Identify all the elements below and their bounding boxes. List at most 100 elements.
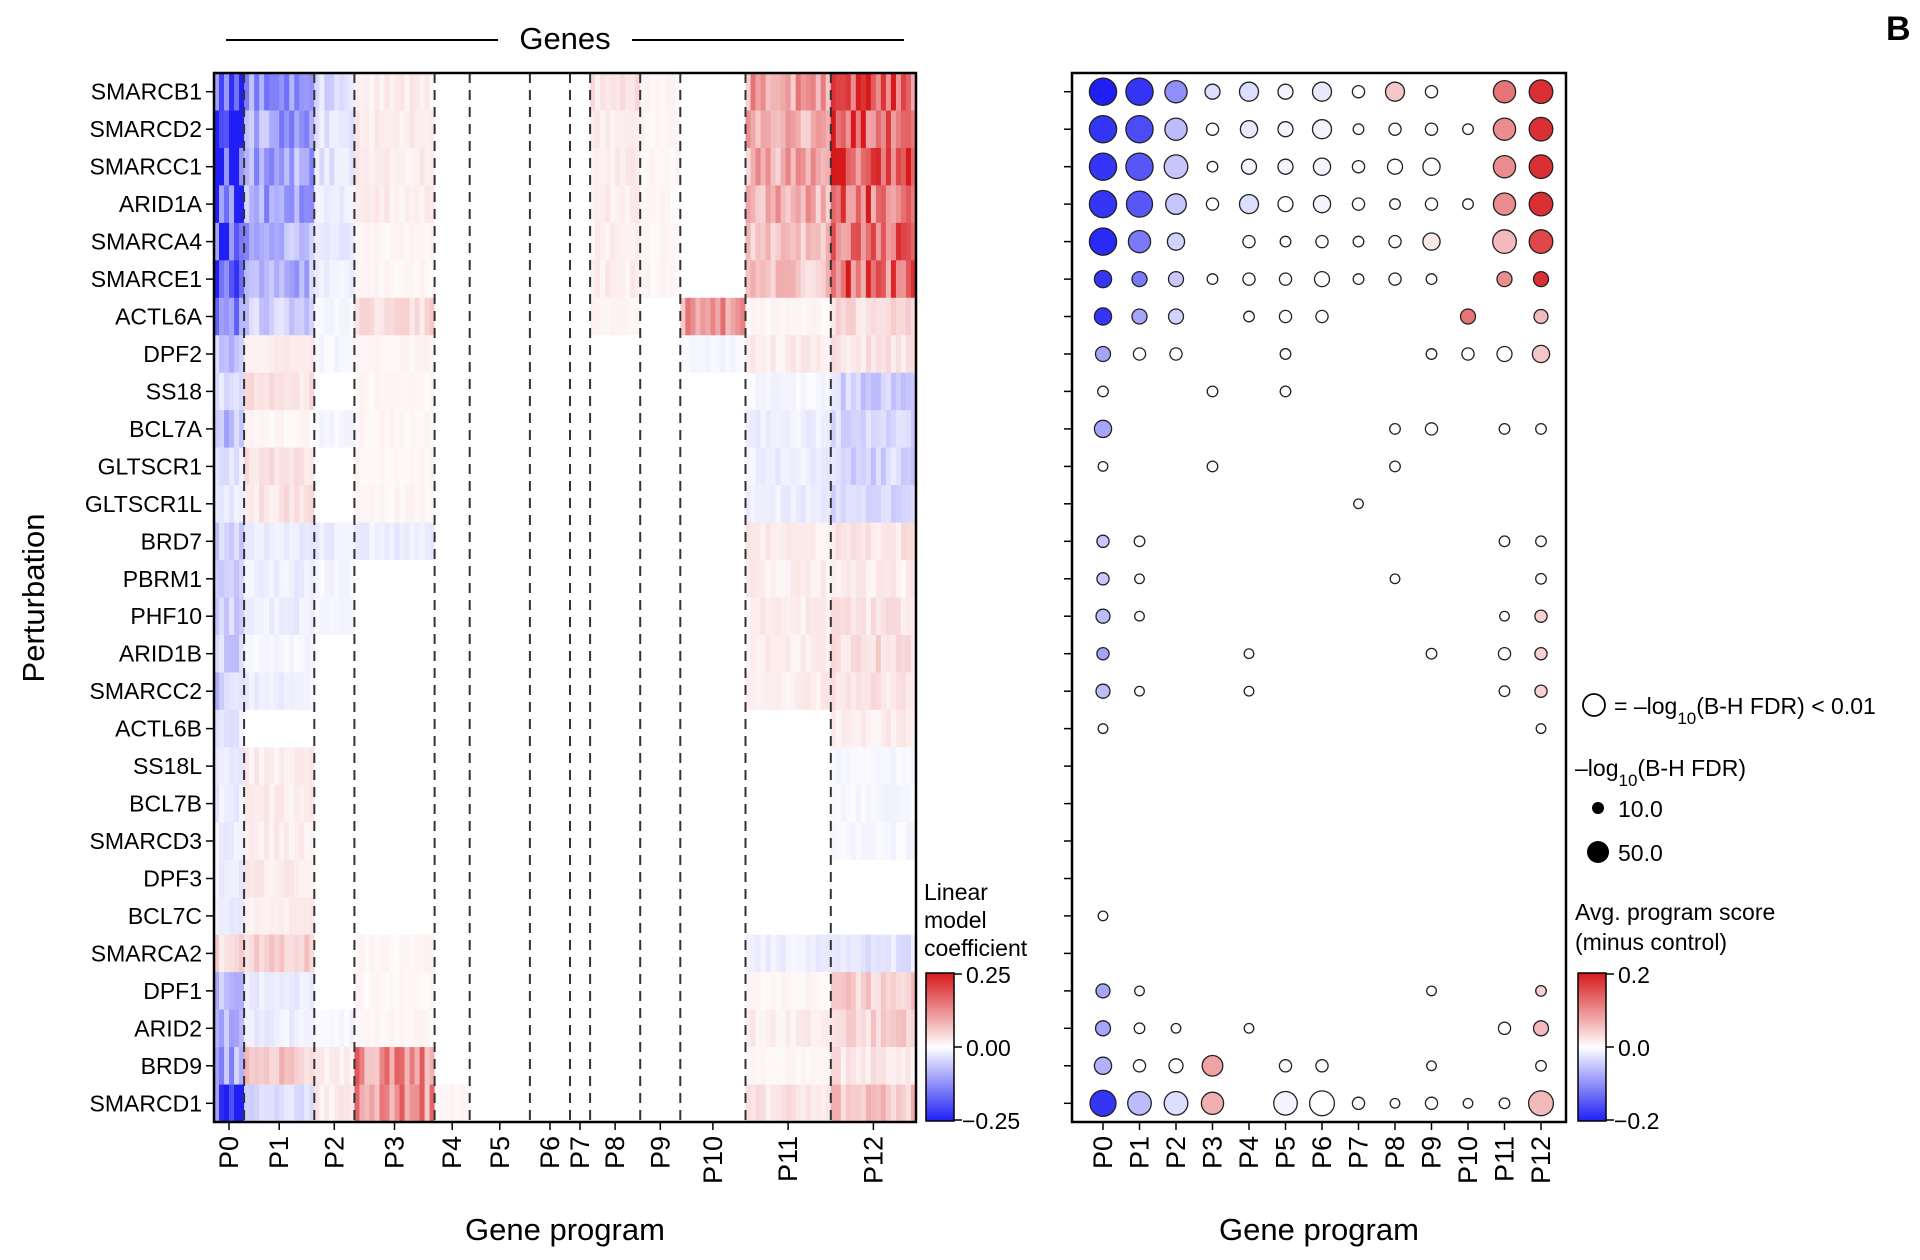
heatmap-cell xyxy=(700,560,706,598)
heatmap-cell xyxy=(354,485,360,523)
heatmap-cell xyxy=(620,1084,626,1123)
heatmap-cell xyxy=(524,410,531,449)
heatmap-cell xyxy=(299,297,305,336)
heatmap-cell xyxy=(765,747,771,786)
heatmap-cell xyxy=(349,447,355,486)
heatmap-cell xyxy=(509,897,516,936)
heatmap-cell xyxy=(635,372,641,411)
heatmap-cell xyxy=(234,297,240,336)
heatmap-cell xyxy=(820,73,827,111)
heatmap-cell xyxy=(379,972,385,1010)
heatmap-cell xyxy=(449,972,456,1010)
dotplot-dot xyxy=(1168,1058,1184,1074)
heatmap-cell xyxy=(539,972,546,1010)
heatmap-cell xyxy=(740,1009,746,1048)
dotplot-dot xyxy=(1206,273,1219,286)
heatmap-cell xyxy=(459,372,466,411)
heatmap-cell xyxy=(514,485,521,523)
heatmap-cell xyxy=(414,1047,420,1085)
heatmap-cell xyxy=(590,73,596,111)
heatmap-cell xyxy=(394,784,400,823)
heatmap-cell xyxy=(249,709,255,748)
heatmap-cell xyxy=(670,560,676,598)
heatmap-cell xyxy=(519,297,526,336)
heatmap-cell xyxy=(229,1047,235,1085)
heatmap-cell xyxy=(274,709,280,748)
heatmap-cell xyxy=(544,147,551,186)
dotplot-dot xyxy=(1206,460,1219,473)
heatmap-cell xyxy=(610,859,616,898)
heatmap-cell xyxy=(790,297,797,336)
heatmap-column-label: P12 xyxy=(858,1136,888,1184)
heatmap-cell xyxy=(900,447,907,486)
heatmap-cell xyxy=(665,784,671,823)
heatmap-cell xyxy=(755,485,761,523)
heatmap-cell xyxy=(675,822,681,861)
heatmap-cell xyxy=(449,335,456,374)
heatmap-cell xyxy=(234,447,240,486)
heatmap-colorbar-tick-label-bottom: −0.25 xyxy=(962,1108,1020,1134)
heatmap-cell xyxy=(269,73,275,111)
heatmap-cell xyxy=(830,522,837,561)
heatmap-cell xyxy=(239,897,245,936)
heatmap-cell xyxy=(785,747,792,786)
heatmap-cell xyxy=(369,260,375,299)
heatmap-cell xyxy=(424,297,431,336)
heatmap-cell xyxy=(269,972,275,1010)
heatmap-cell xyxy=(349,672,355,711)
heatmap-cell xyxy=(454,897,461,936)
heatmap-cell xyxy=(559,859,566,898)
heatmap-cell xyxy=(630,485,636,523)
heatmap-cell xyxy=(409,185,415,224)
heatmap-cell xyxy=(675,335,681,374)
heatmap-cell xyxy=(630,185,636,224)
dotplot-dot xyxy=(1315,1059,1329,1073)
heatmap-cell xyxy=(554,485,561,523)
heatmap-cell xyxy=(274,485,280,523)
heatmap-cell xyxy=(269,110,275,149)
heatmap-cell xyxy=(509,73,516,111)
heatmap-cell xyxy=(565,185,571,224)
heatmap-cell xyxy=(224,335,230,374)
heatmap-cell xyxy=(880,1084,887,1123)
heatmap-cell xyxy=(785,972,792,1010)
heatmap-cell xyxy=(539,522,546,561)
heatmap-cell xyxy=(399,73,405,111)
heatmap-cell xyxy=(755,1047,761,1085)
heatmap-cell xyxy=(595,1047,601,1085)
heatmap-cell xyxy=(459,485,466,523)
heatmap-cell xyxy=(429,709,436,748)
heatmap-cell xyxy=(595,222,601,261)
heatmap-cell xyxy=(880,447,887,486)
heatmap-cell xyxy=(354,372,360,411)
heatmap-cell xyxy=(910,972,917,1010)
heatmap-cell xyxy=(645,147,651,186)
heatmap-cell xyxy=(244,784,250,823)
heatmap-cell xyxy=(775,260,782,299)
heatmap-cell xyxy=(800,672,807,711)
heatmap-cell xyxy=(489,934,496,973)
heatmap-cell xyxy=(890,447,897,486)
heatmap-column-label: P5 xyxy=(485,1136,515,1169)
heatmap-cell xyxy=(635,822,641,861)
heatmap-cell xyxy=(449,110,456,149)
heatmap-cell xyxy=(710,784,716,823)
heatmap-row-label: ACTL6A xyxy=(115,304,203,330)
heatmap-cell xyxy=(259,447,265,486)
heatmap-cell xyxy=(254,522,260,561)
heatmap-cell xyxy=(870,784,877,823)
heatmap-cell xyxy=(635,1047,641,1085)
heatmap-cell xyxy=(785,447,792,486)
heatmap-cell xyxy=(449,372,456,411)
heatmap-cell xyxy=(865,934,872,973)
heatmap-cell xyxy=(680,784,686,823)
heatmap-cell xyxy=(775,522,782,561)
heatmap-cell xyxy=(309,73,315,111)
heatmap-cell xyxy=(434,447,441,486)
dotplot-dot xyxy=(1498,1097,1511,1110)
heatmap-cell xyxy=(735,335,741,374)
heatmap-cell xyxy=(519,709,526,748)
heatmap-cell xyxy=(484,822,491,861)
heatmap-cell xyxy=(219,297,225,336)
heatmap-cell xyxy=(885,73,892,111)
